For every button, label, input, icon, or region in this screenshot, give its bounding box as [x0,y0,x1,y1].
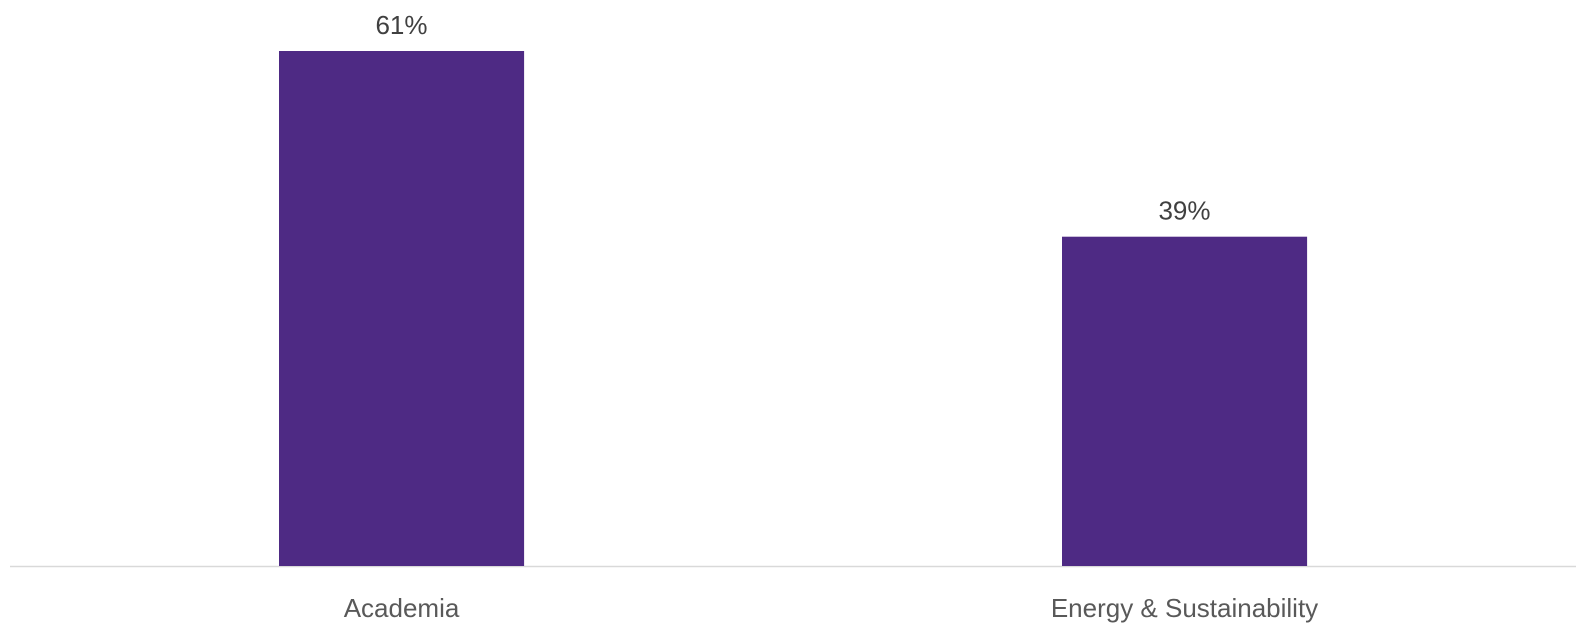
data-label: 39% [1158,196,1210,226]
bar-academia [279,51,525,566]
category-labels-group: Academia Energy & Sustainability [344,593,1319,623]
category-tick-label: Academia [344,593,460,623]
bar-energy-sustainability [1062,236,1308,566]
category-tick-label: Energy & Sustainability [1051,593,1318,623]
data-label: 61% [375,10,427,40]
bars-group [279,51,1308,566]
data-labels-group: 61% 39% [375,10,1210,226]
